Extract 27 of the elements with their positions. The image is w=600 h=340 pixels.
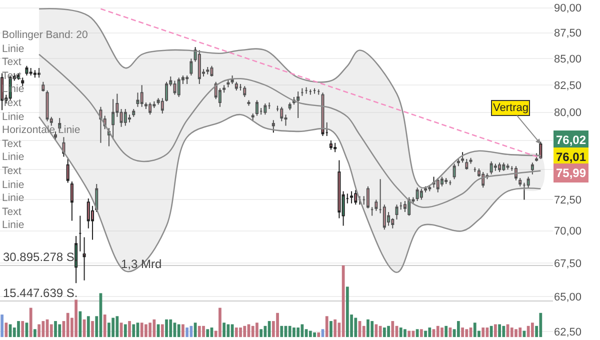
annotation: Linie xyxy=(2,192,24,204)
annotation: 1,3 Mrd xyxy=(121,257,162,271)
annotation: Vertrag xyxy=(493,102,528,114)
y-tick-label: 67,50 xyxy=(554,258,582,270)
y-tick-label: 72,50 xyxy=(554,194,582,207)
y2-tick-label: 15.447.639 S. xyxy=(3,286,78,300)
y-tick-label: 62,50 xyxy=(554,326,582,338)
annotation: Bollinger Band: 20 xyxy=(2,29,88,41)
text: 76,02 xyxy=(556,133,586,147)
annotation: Text xyxy=(2,165,22,177)
annotation: Linie xyxy=(2,151,24,163)
y-tick-label: 87,50 xyxy=(554,28,582,40)
y-tick-label: 70,00 xyxy=(554,226,582,238)
annotation: Linie xyxy=(2,111,24,123)
annotation: Linie xyxy=(2,43,24,55)
annotation: Text xyxy=(2,138,22,150)
text: 76,01 xyxy=(556,150,586,164)
annotation: Text xyxy=(2,206,22,218)
y-tick-label: 90,00 xyxy=(554,2,582,15)
annotation: Linie xyxy=(2,219,24,231)
y-tick-label: 65,00 xyxy=(554,291,582,304)
y-tick-label: 80,00 xyxy=(554,107,582,120)
text: 75,99 xyxy=(556,166,586,180)
y-tick-label: 82,50 xyxy=(554,80,582,92)
annotation: Linie xyxy=(2,179,24,191)
annotation: Text xyxy=(2,56,22,68)
y-tick-label: 85,00 xyxy=(554,53,582,66)
